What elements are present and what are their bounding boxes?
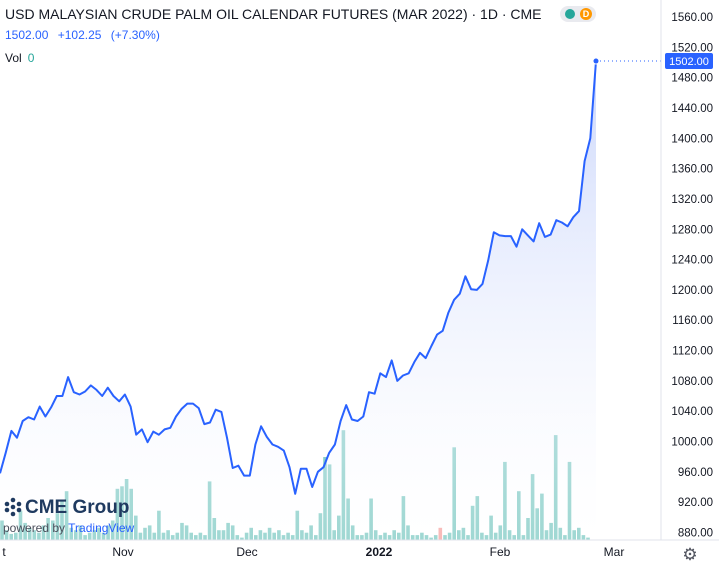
- last-price-badge: 1502.00: [665, 53, 713, 69]
- price-tick-label: 1560.00: [671, 12, 713, 24]
- price-change-value: +102.25: [57, 28, 102, 42]
- price-axis[interactable]: 880.00 920.00 960.00 1000.00 1040.00 1080.00 1…: [671, 12, 713, 539]
- price-tick-label: 1520.00: [671, 42, 713, 54]
- price-tick-label: 1360.00: [671, 164, 713, 176]
- time-axis[interactable]: t Nov Dec 2022 Feb Mar: [2, 545, 624, 559]
- gear-icon[interactable]: ⚙: [682, 545, 698, 564]
- price-tick-label: 1000.00: [671, 437, 713, 449]
- last-price-value: 1502.00: [5, 28, 49, 42]
- last-price-label: 1502.00: [669, 56, 709, 68]
- cme-logo: CME Group: [3, 497, 134, 519]
- price-tick-label: 1480.00: [671, 73, 713, 85]
- tradingview-link[interactable]: TradingView: [68, 521, 135, 535]
- price-tick-label: 1240.00: [671, 255, 713, 267]
- price-tick-label: 1040.00: [671, 406, 713, 418]
- cme-brand: CME Group: [25, 497, 130, 518]
- price-tick-label: 1280.00: [671, 224, 713, 236]
- cme-globe-icon: [4, 497, 22, 517]
- price-area-fill: [0, 61, 596, 540]
- price-tick-label: 1200.00: [671, 285, 713, 297]
- powered-by-text: powered by: [3, 521, 66, 535]
- time-tick-label: Dec: [236, 545, 257, 559]
- volume-legend[interactable]: Vol 0: [5, 51, 34, 65]
- price-tick-label: 880.00: [678, 527, 713, 539]
- price-line: [0, 60, 597, 495]
- symbol-title[interactable]: USD MALAYSIAN CRUDE PALM OIL CALENDAR FU…: [5, 6, 542, 22]
- price-tick-label: 1320.00: [671, 194, 713, 206]
- price-change-percent: (+7.30%): [110, 28, 160, 42]
- price-tick-label: 1080.00: [671, 376, 713, 388]
- delayed-data-badge: D: [580, 8, 592, 20]
- time-tick-label: 2022: [366, 545, 393, 559]
- volume-value: 0: [27, 51, 35, 65]
- time-tick-label: Feb: [490, 545, 511, 559]
- price-tick-label: 960.00: [678, 467, 713, 479]
- powered-by: powered by TradingView: [3, 521, 134, 535]
- market-status-icon[interactable]: D: [560, 6, 596, 22]
- price-tick-label: 920.00: [678, 497, 713, 509]
- market-open-dot: [565, 9, 575, 19]
- volume-label: Vol: [5, 51, 22, 65]
- quote-line: 1502.00 +102.25 (+7.30%): [5, 28, 166, 42]
- time-tick-label: Nov: [112, 545, 133, 559]
- price-tick-label: 1160.00: [672, 315, 713, 327]
- time-tick-label: t: [2, 545, 6, 559]
- price-tick-label: 1400.00: [671, 133, 713, 145]
- time-tick-label: Mar: [604, 545, 625, 559]
- last-price-marker: [592, 57, 600, 65]
- price-tick-label: 1120.00: [672, 346, 713, 358]
- price-tick-label: 1440.00: [671, 103, 713, 115]
- cme-group-watermark: CME Group powered by TradingView: [3, 497, 134, 535]
